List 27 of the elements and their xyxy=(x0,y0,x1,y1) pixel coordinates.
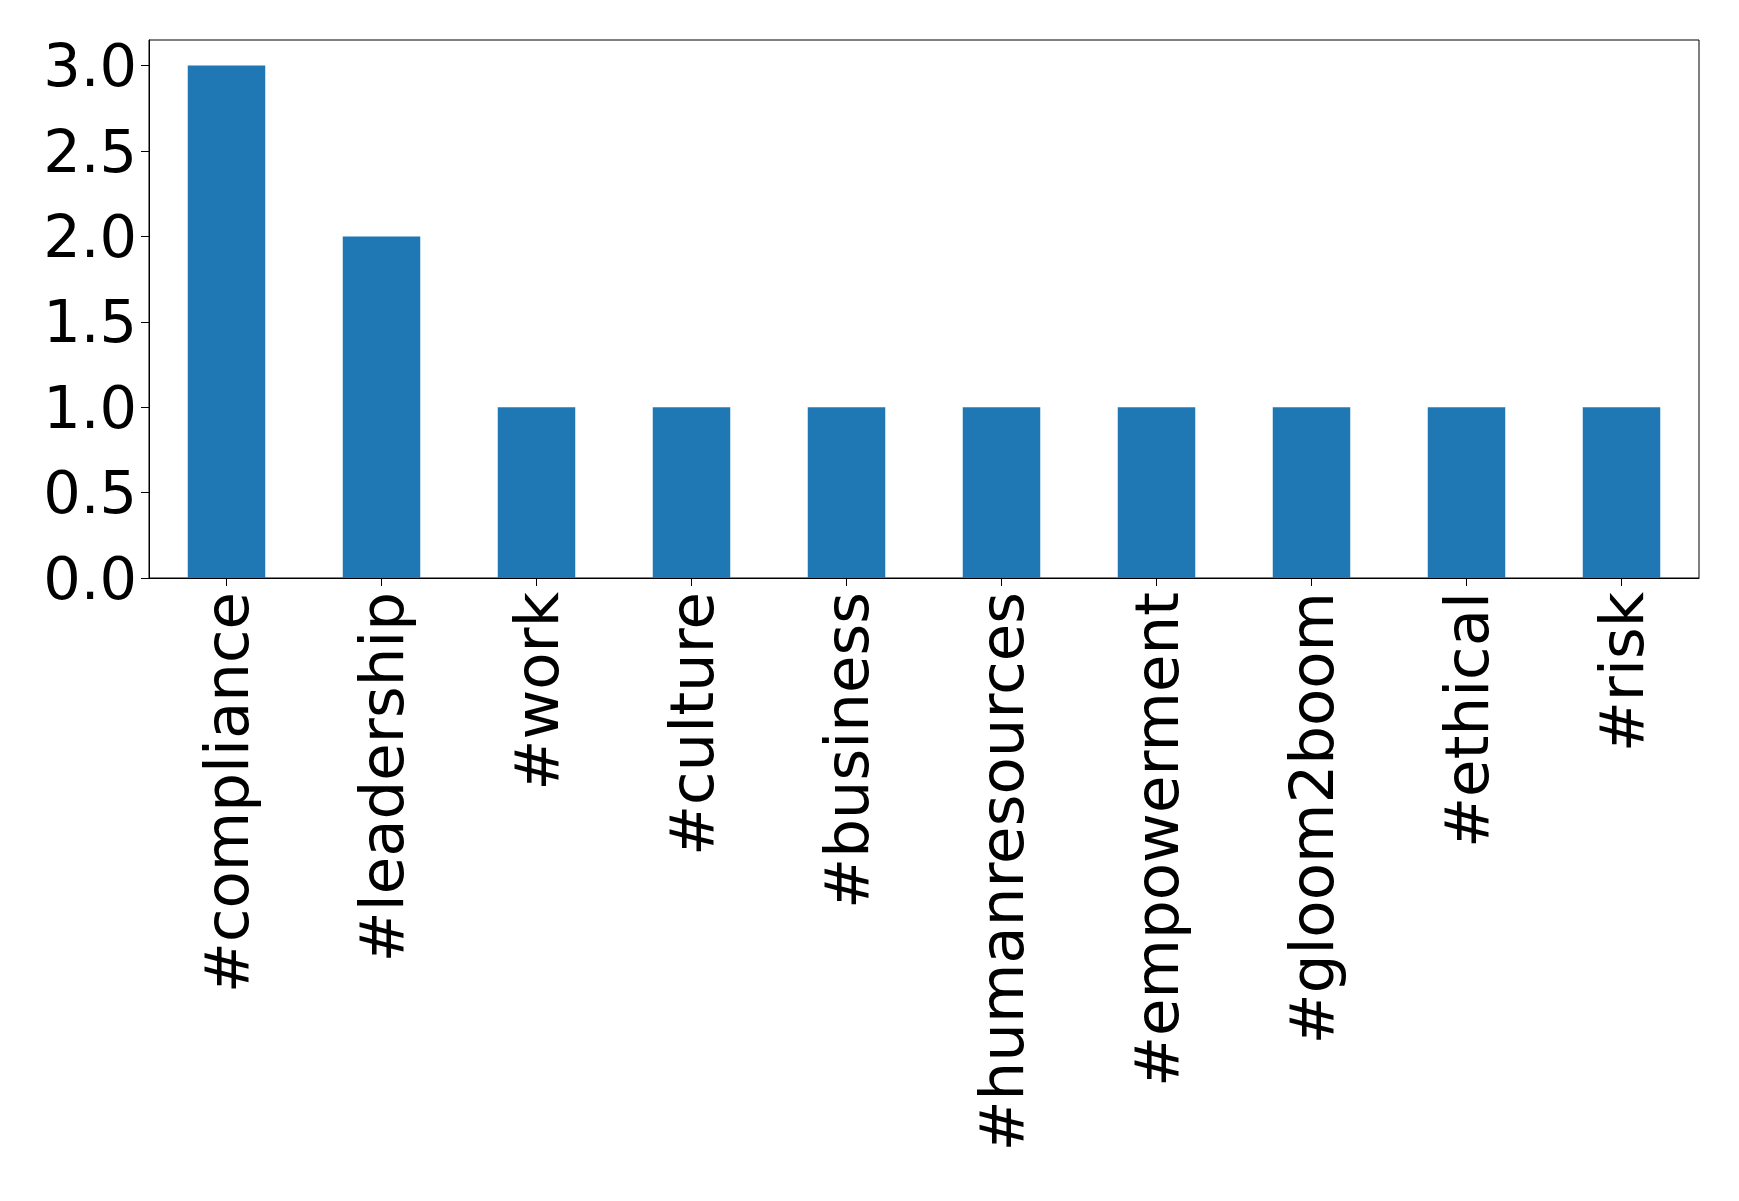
bar xyxy=(497,407,576,578)
bar xyxy=(1272,407,1351,578)
x-tick-label: #business xyxy=(811,592,882,909)
x-tick-label: #leadership xyxy=(346,592,417,963)
x-tick-label: #gloom2boom xyxy=(1276,592,1347,1045)
y-tick-label: 1.0 xyxy=(43,372,137,442)
bar xyxy=(962,407,1041,578)
bar xyxy=(1117,407,1196,578)
x-tick-label: #work xyxy=(501,591,572,791)
y-tick-label: 3.0 xyxy=(43,31,137,101)
y-tick-label: 0.5 xyxy=(43,458,137,528)
y-tick-label: 2.0 xyxy=(43,201,137,271)
bar xyxy=(807,407,886,578)
x-tick-label: #risk xyxy=(1586,591,1657,753)
bar xyxy=(342,236,421,578)
x-tick-label: #compliance xyxy=(191,592,262,994)
bar xyxy=(187,65,266,578)
x-tick-label: #ethical xyxy=(1431,592,1502,849)
x-tick-label: #culture xyxy=(656,592,727,857)
y-tick-label: 1.5 xyxy=(43,287,137,357)
y-tick-label: 0.0 xyxy=(43,543,137,613)
x-tick-label: #humanresources xyxy=(966,592,1037,1152)
bar xyxy=(1582,407,1661,578)
bar xyxy=(1427,407,1506,578)
x-tick-label: #empowerment xyxy=(1121,592,1192,1088)
bar xyxy=(652,407,731,578)
y-tick-label: 2.5 xyxy=(43,116,137,186)
